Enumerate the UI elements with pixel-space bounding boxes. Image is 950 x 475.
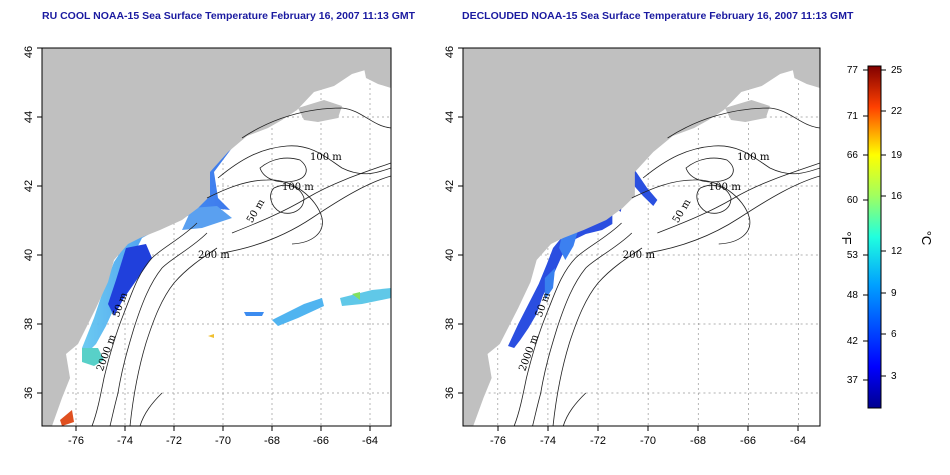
left-contour-label: 100 m (310, 152, 342, 163)
right-y-tick-label: 38 (444, 318, 456, 330)
right-y-tick-label: 44 (444, 111, 456, 123)
left-x-tick-label: -66 (313, 435, 329, 447)
left-x-tick-label: -74 (117, 435, 133, 447)
colorbar-f-tick: 53 (847, 250, 859, 261)
left-y-tick-label: 46 (23, 46, 35, 58)
colorbar-c-tick: 12 (891, 246, 903, 257)
colorbar-c-tick: 9 (891, 288, 897, 299)
right-x-tick-label: -72 (590, 435, 606, 447)
colorbar-fahrenheit-unit: °F (839, 231, 854, 244)
right-contour-label: 200 m (623, 250, 656, 261)
left-x-tick-label: -72 (166, 435, 182, 447)
left-map-title: RU COOL NOAA-15 Sea Surface Temperature … (42, 10, 416, 22)
colorbar: 77 71 66 60 53 48 42 37 25 22 19 16 12 9… (839, 65, 934, 409)
colorbar-ticks (863, 69, 886, 381)
left-y-tick-label: 36 (23, 387, 35, 399)
left-x-tick-label: -64 (362, 435, 378, 447)
left-y-tick-label: 40 (23, 249, 35, 261)
right-contour-label: 100 m (737, 152, 770, 163)
left-map-panel: 100 m 100 m 50 m 200 m 50 m 2000 m -76 -… (23, 46, 392, 447)
right-contour-label: 100 m (709, 182, 742, 193)
left-y-tick-label: 44 (23, 111, 35, 123)
left-contour-label: 100 m (282, 182, 314, 193)
colorbar-c-tick: 6 (891, 329, 897, 340)
right-y-tick-label: 42 (444, 180, 456, 192)
left-sst-swath (60, 80, 391, 426)
colorbar-c-tick: 25 (891, 65, 903, 76)
right-map-title: DECLOUDED NOAA-15 Sea Surface Temperatur… (462, 10, 854, 22)
left-x-tick-label: -70 (215, 435, 231, 447)
right-y-tick-label: 40 (444, 249, 456, 261)
colorbar-f-tick: 48 (847, 290, 859, 301)
colorbar-c-tick: 19 (891, 150, 903, 161)
right-x-tick-label: -74 (540, 435, 556, 447)
colorbar-f-tick: 71 (847, 111, 859, 122)
right-x-tick-label: -68 (690, 435, 706, 447)
colorbar-c-tick: 22 (891, 106, 903, 117)
colorbar-gradient (867, 65, 882, 409)
left-y-tick-label: 38 (23, 318, 35, 330)
right-map-frame (462, 47, 821, 427)
colorbar-c-tick: 16 (891, 191, 903, 202)
colorbar-f-tick: 42 (847, 336, 859, 347)
left-y-tick-label: 42 (23, 180, 35, 192)
right-y-axis (458, 47, 463, 394)
colorbar-f-tick: 60 (847, 195, 859, 206)
colorbar-f-tick: 37 (847, 375, 859, 386)
left-y-axis (37, 47, 42, 394)
left-x-tick-label: -76 (68, 435, 84, 447)
left-contour-label: 200 m (198, 250, 230, 261)
colorbar-c-tick: 3 (891, 371, 897, 382)
right-x-tick-label: -66 (740, 435, 756, 447)
colorbar-f-tick: 66 (847, 150, 859, 161)
colorbar-celsius-unit: °C (919, 231, 934, 246)
right-x-tick-label: -64 (790, 435, 806, 447)
left-x-tick-label: -68 (264, 435, 280, 447)
right-x-axis (497, 426, 799, 431)
right-x-tick-label: -76 (490, 435, 506, 447)
right-y-tick-label: 46 (444, 46, 456, 58)
left-map-frame (41, 47, 392, 427)
right-x-tick-label: -70 (640, 435, 656, 447)
right-y-tick-label: 36 (444, 387, 456, 399)
left-x-axis (75, 426, 371, 431)
right-map-panel: 100 m 100 m 50 m 200 m 50 m 2000 m -76 -… (444, 46, 821, 447)
colorbar-f-tick: 77 (847, 65, 859, 76)
